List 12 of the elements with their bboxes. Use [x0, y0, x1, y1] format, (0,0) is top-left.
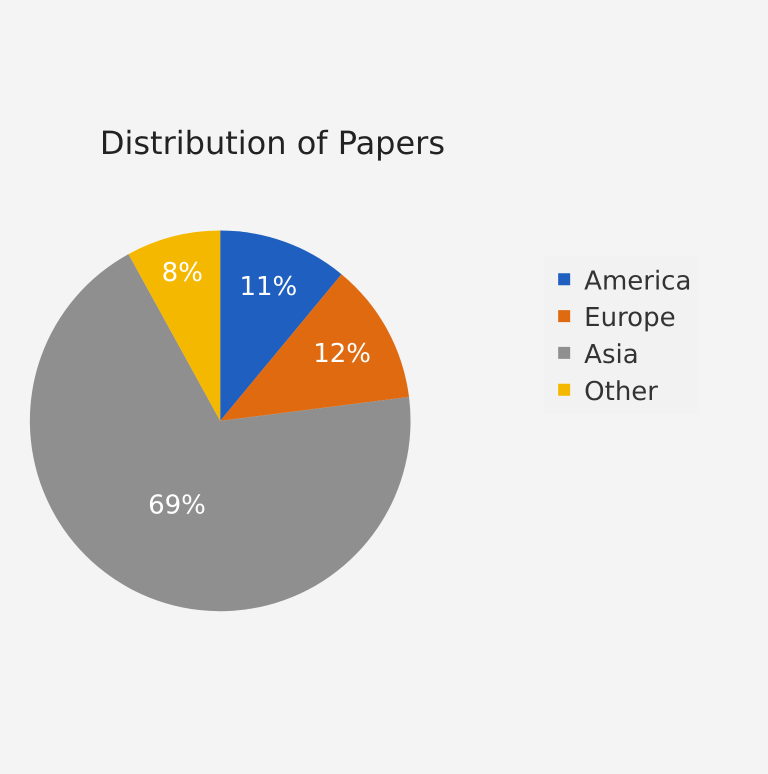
pie-slice — [30, 254, 411, 612]
data-label: 8% — [162, 258, 203, 288]
pie-slice — [220, 274, 410, 421]
pie-slice — [128, 230, 220, 421]
data-label: 11% — [239, 272, 298, 302]
data-label: 69% — [148, 490, 206, 521]
data-label: 12% — [313, 338, 372, 369]
legend-label: America — [584, 266, 692, 296]
chart-title: Distribution of Papers — [100, 124, 446, 162]
legend-label: Europe — [584, 303, 676, 334]
legend-label: Other — [584, 376, 658, 407]
legend-label: Asia — [584, 340, 639, 370]
